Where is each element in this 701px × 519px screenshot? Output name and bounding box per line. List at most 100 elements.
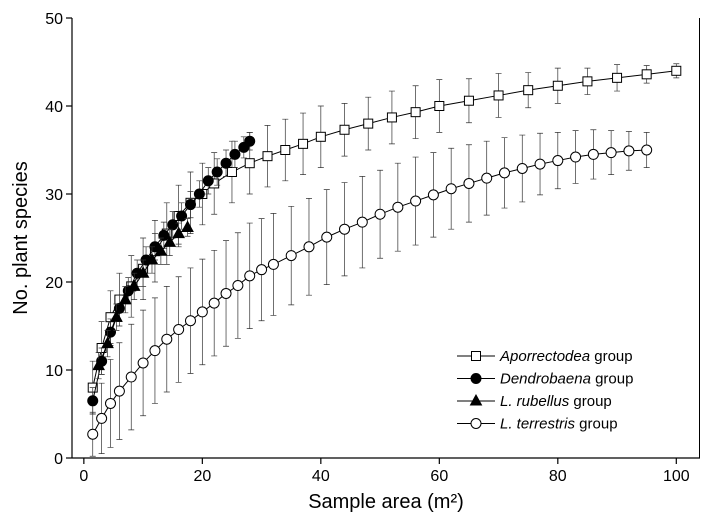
data-point [285,250,297,262]
data-point [262,151,273,162]
data-point [193,188,205,200]
data-point [552,80,563,91]
x-tick-label: 100 [663,468,690,485]
data-point [410,195,422,207]
data-point [386,112,397,123]
y-tick-label: 40 [45,99,63,116]
data-point [101,336,114,349]
y-tick-label: 10 [45,363,63,380]
data-point [605,147,617,159]
data-point [463,177,475,189]
data-point [161,333,173,345]
data-point [87,428,99,440]
data-point [136,266,150,278]
legend-label: Dendrobaena group [500,371,633,388]
y-tick-label: 20 [45,275,63,292]
data-point [315,131,326,142]
data-point [105,397,117,409]
data-point [154,244,168,256]
data-point [498,167,510,179]
x-tick-label: 0 [79,468,88,485]
data-point [105,326,117,338]
data-point [267,258,279,270]
x-tick-label: 20 [193,468,211,485]
data-point [92,358,106,371]
data-point [244,270,256,282]
data-point [356,216,368,228]
data-point [172,226,185,239]
data-point [211,166,223,178]
legend-marker [469,393,483,406]
data-point [220,157,232,169]
data-point [570,151,582,163]
data-point [374,208,386,220]
legend-marker [471,351,481,361]
y-tick-label: 50 [45,11,63,28]
legend-label: L. terrestris group [500,416,618,433]
x-tick-label: 40 [312,468,330,485]
data-point [232,280,244,292]
data-point [623,145,635,157]
data-point [229,148,241,160]
data-point [184,199,196,211]
data-point [158,229,170,241]
data-point [202,175,214,187]
data-point [87,395,99,407]
data-point [641,144,653,156]
data-point [110,310,123,322]
data-point [96,412,108,424]
data-point [125,371,137,383]
data-point [256,264,268,276]
data-point [463,95,474,106]
data-point [481,172,493,184]
data-point [303,241,315,253]
legend-label: L. rubellus group [500,393,612,410]
data-point [127,279,141,291]
x-axis-title: Sample area (m²) [308,491,464,513]
data-point [244,135,256,147]
series-line [92,149,647,435]
data-point [176,210,188,222]
data-point [208,297,220,309]
data-point [552,155,564,167]
data-point [184,315,196,327]
y-tick-label: 30 [45,187,63,204]
data-point [145,252,159,265]
data-point [298,138,309,149]
data-point [167,219,179,231]
data-point [523,85,534,96]
data-point [163,235,177,247]
data-point [516,162,528,174]
x-tick-label: 80 [549,468,567,485]
data-point [445,183,457,195]
data-point [181,220,194,232]
data-point [587,148,599,160]
data-point [220,287,232,299]
legend-marker [470,373,482,384]
data-point [582,76,593,87]
data-point [196,306,208,318]
x-tick-label: 60 [430,468,448,485]
data-point [392,201,404,213]
data-point [137,357,149,369]
data-point [280,145,291,155]
data-point [434,101,445,111]
data-point [641,69,652,80]
data-point [321,231,333,243]
y-tick-label: 0 [54,451,63,468]
data-point [173,324,185,336]
data-point [671,65,682,76]
data-point [339,124,350,135]
data-point [113,385,125,397]
data-point [118,292,132,305]
data-point [493,90,504,101]
data-point [410,107,421,118]
data-point [612,72,623,83]
data-point [226,167,237,177]
y-axis-title: No. plant species [10,161,32,314]
data-point [149,345,161,357]
data-point [339,223,351,235]
data-point [244,158,255,169]
legend-marker [470,418,482,429]
